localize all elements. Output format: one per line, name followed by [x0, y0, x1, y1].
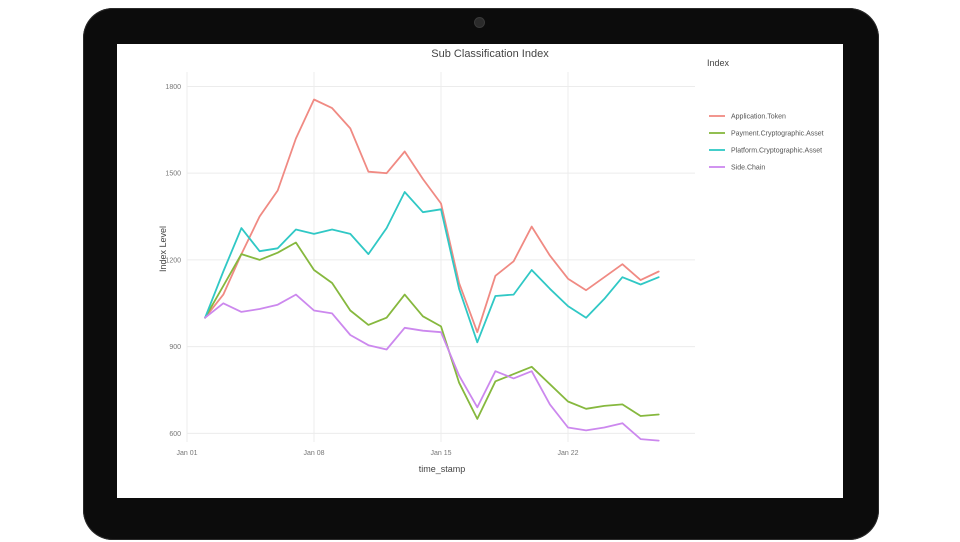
- y-axis-ticks: 600 900 1200 1500 1800: [165, 84, 181, 438]
- chart-screen: 600 900 1200 1500 1800 Jan 01 Jan 08 Jan 15 Jan…: [117, 44, 843, 498]
- legend-title: Index: [707, 58, 730, 68]
- y-axis-title: Index Level: [158, 226, 168, 272]
- legend: Application.Token Payment.Cryptographic.A…: [709, 114, 824, 172]
- series-lines: [204, 98, 660, 442]
- series-line-side-chain: [204, 293, 660, 442]
- x-axis-title: time_stamp: [419, 464, 466, 474]
- x-tick-label: Jan 08: [303, 450, 324, 457]
- legend-label-application-token: Application.Token: [731, 114, 786, 121]
- series-line-platform-cryptographic-asset: [204, 191, 660, 344]
- legend-label-platform-cryptographic-asset: Platform.Cryptographic.Asset: [731, 148, 822, 155]
- x-axis-ticks: Jan 01 Jan 08 Jan 15 Jan 22: [176, 450, 578, 457]
- x-tick-label: Jan 22: [557, 450, 578, 457]
- x-tick-label: Jan 01: [176, 450, 197, 457]
- chart-title: Sub Classification Index: [431, 48, 549, 60]
- y-tick-label: 1200: [165, 257, 181, 264]
- legend-label-side-chain: Side.Chain: [731, 165, 765, 172]
- y-tick-label: 1500: [165, 171, 181, 178]
- camera-icon: [475, 18, 484, 27]
- y-tick-label: 900: [169, 344, 181, 351]
- series-line-payment-cryptographic-asset: [204, 241, 660, 420]
- grid-lines: [186, 72, 695, 442]
- y-tick-label: 600: [169, 431, 181, 438]
- y-tick-label: 1800: [165, 84, 181, 91]
- x-tick-label: Jan 15: [430, 450, 451, 457]
- series-line-application-token: [204, 98, 660, 334]
- legend-label-payment-cryptographic-asset: Payment.Cryptographic.Asset: [731, 131, 824, 138]
